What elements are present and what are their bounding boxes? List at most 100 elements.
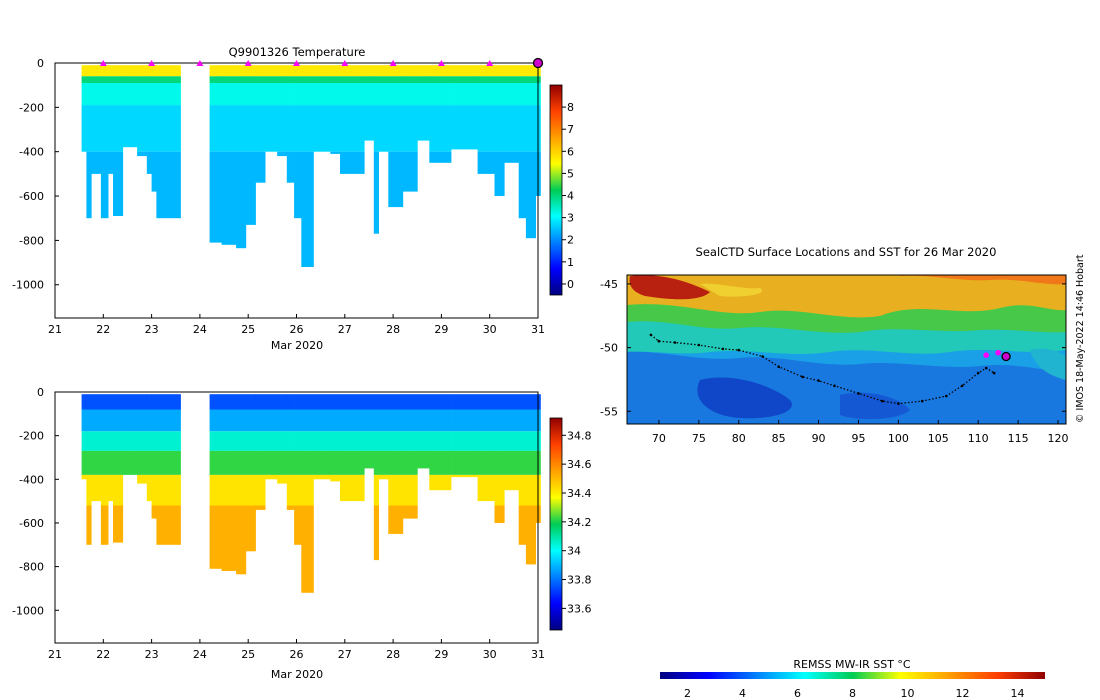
profile-cell [340, 431, 365, 451]
profile-cell [255, 474, 266, 506]
profile-cell [86, 394, 92, 410]
profile-cell [301, 474, 314, 506]
profile-cell [477, 83, 495, 106]
profile-cell [137, 105, 148, 152]
profile-cell [277, 450, 288, 475]
profile-cell [301, 394, 314, 410]
profile-cell [86, 505, 92, 545]
profile-cell [156, 474, 181, 506]
profile-cell [518, 65, 527, 77]
x-tick-label: 25 [241, 323, 255, 336]
profile-cell [277, 474, 288, 484]
sst-colorbar-tick-label: 14 [1011, 687, 1025, 700]
temperature-y-axis: 0 -200 -400 -600 -800 -1000 [12, 57, 59, 292]
profile-cell [245, 431, 256, 451]
temperature-colorbar: 0 1 2 3 4 5 6 7 8 [549, 84, 574, 296]
map-x-tick-label: 85 [772, 432, 786, 445]
profile-cell [294, 474, 302, 506]
profile-cell [113, 431, 124, 451]
profile-cell [245, 409, 256, 432]
profile-cell [277, 151, 288, 157]
profile-markers [99, 57, 544, 69]
profile-cell [330, 450, 341, 475]
profile-cell [137, 474, 148, 484]
profile-cell [378, 76, 389, 83]
salinity-profiles [81, 394, 541, 593]
profile-cell [373, 76, 379, 83]
profile-cell [255, 76, 266, 83]
profile-cell [277, 105, 288, 152]
profile-cell [330, 409, 341, 432]
track-point [976, 371, 980, 375]
track-point [833, 384, 836, 388]
profile-cell [146, 431, 152, 451]
profile-marker [293, 60, 300, 66]
profile-cell [373, 409, 379, 432]
sst-colorbar-tick-label: 10 [901, 687, 915, 700]
profile-cell [301, 65, 314, 77]
y-tick-label: -1000 [12, 279, 44, 292]
profile-cell [221, 65, 237, 77]
profile-cell [151, 151, 157, 192]
profile-cell [209, 65, 223, 77]
profile-cell [417, 431, 430, 451]
profile-cell [156, 83, 181, 106]
profile-marker [148, 60, 156, 66]
profile-cell [81, 394, 87, 410]
profile-cell [494, 151, 505, 196]
profile-cell [417, 394, 430, 410]
track-point [960, 384, 964, 388]
profile-cell [340, 450, 365, 475]
colorbar-tick-label: 8 [567, 101, 574, 114]
profile-cell [402, 65, 418, 77]
profile-cell [429, 474, 452, 491]
profile-cell [429, 394, 452, 410]
profile-cell [294, 76, 302, 83]
profile-cell [340, 83, 365, 106]
colorbar-tick-label: 7 [567, 123, 574, 136]
profile-cell [286, 105, 295, 152]
profile-cell [108, 474, 114, 502]
profile-marker [486, 60, 494, 66]
current-position-marker [1001, 351, 1011, 362]
profile-cell [477, 151, 495, 174]
salinity-panel: 0-200-400-600-800-1000 21 22 23 24 25 26 27 28 2… [12, 386, 591, 681]
profile-cell [294, 65, 302, 77]
profile-cell [388, 431, 404, 451]
profile-cell [146, 474, 152, 502]
profile-cell [373, 83, 379, 106]
profile-cell [451, 105, 479, 150]
profile-cell [113, 409, 124, 432]
profile-cell [477, 65, 495, 77]
profile-cell [378, 394, 389, 410]
profile-cell [245, 394, 256, 410]
profile-cell [245, 151, 256, 225]
profile-cell [100, 83, 109, 106]
profile-cell [122, 409, 138, 432]
profile-cell [221, 83, 237, 106]
profile-cell [313, 474, 331, 480]
profile-cell [236, 65, 247, 77]
profile-cell [122, 105, 138, 148]
y-tick-label: -1000 [12, 604, 44, 617]
x-tick-label: 24 [193, 648, 207, 661]
profile-cell [245, 65, 256, 77]
profile-cell [265, 394, 278, 410]
profile-cell [245, 76, 256, 83]
profile-cell [525, 431, 536, 451]
profile-cell [402, 409, 418, 432]
profile-cell [137, 65, 148, 77]
profile-cell [255, 409, 266, 432]
profile-cell [429, 151, 452, 163]
profile-cell [108, 394, 114, 410]
sst-colorbar-tick-label: 2 [684, 687, 691, 700]
profile-cell [100, 394, 109, 410]
track-point [801, 375, 804, 379]
x-tick-label: 25 [241, 648, 255, 661]
profile-cell [277, 65, 288, 77]
profile-cell [525, 505, 536, 565]
profile-cell [477, 105, 495, 152]
profile-cell [313, 105, 331, 152]
track-point [897, 402, 900, 405]
